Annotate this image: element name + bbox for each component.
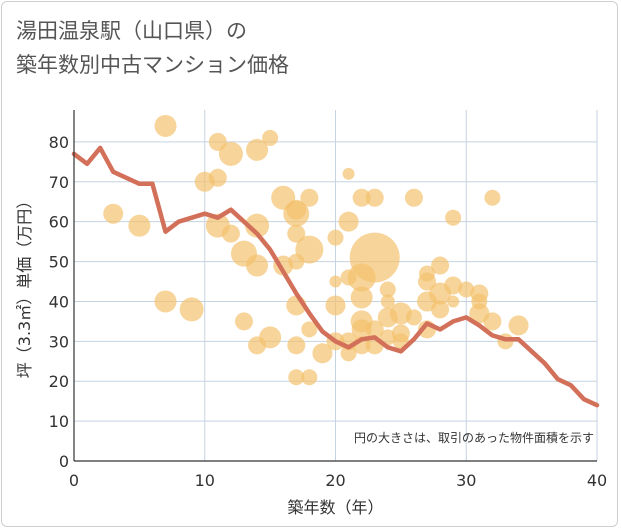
transaction-bubbles — [103, 114, 529, 386]
data-bubble — [431, 300, 450, 319]
data-bubble — [329, 275, 342, 288]
data-bubble — [404, 188, 423, 207]
data-bubble — [300, 188, 319, 207]
data-bubble — [301, 321, 318, 338]
data-bubble — [179, 297, 204, 322]
bubble-size-note: 円の大きさは、取引のあった物件面積を示す — [354, 430, 594, 445]
data-bubble — [154, 290, 177, 313]
data-bubble — [218, 141, 243, 166]
title-line-2: 築年数別中古マンション価格 — [16, 53, 289, 77]
y-tick-label: 30 — [49, 332, 69, 351]
data-bubble — [405, 309, 422, 326]
y-tick-label: 70 — [49, 173, 69, 192]
title-line-1: 湯田温泉駅（山口県）の — [16, 19, 247, 43]
x-axis-label: 築年数（年） — [287, 498, 383, 517]
data-bubble — [262, 129, 279, 146]
data-bubble — [208, 168, 227, 187]
data-bubble — [445, 209, 462, 226]
data-bubble — [431, 256, 450, 275]
data-bubble — [483, 312, 502, 331]
data-bubble — [338, 211, 359, 232]
data-bubble — [444, 276, 463, 295]
data-bubble — [351, 319, 372, 340]
y-tick-label: 50 — [49, 253, 69, 272]
average-price-series-line — [71, 145, 600, 408]
x-tick-label: 0 — [69, 471, 79, 490]
data-bubble — [234, 312, 253, 331]
data-bubble — [245, 213, 270, 238]
data-bubble — [447, 295, 460, 308]
data-bubble — [352, 188, 371, 207]
data-bubble — [288, 369, 305, 386]
data-bubble — [379, 329, 396, 346]
data-bubble — [508, 315, 529, 336]
data-bubble — [128, 214, 151, 237]
data-bubble — [283, 200, 310, 227]
data-bubble — [342, 167, 355, 180]
data-bubble — [301, 369, 318, 386]
data-bubble — [349, 232, 400, 283]
data-bubble — [380, 294, 395, 309]
data-bubble — [287, 336, 306, 355]
data-bubble — [295, 235, 324, 264]
data-bubble — [365, 188, 384, 207]
x-tick-label: 20 — [325, 471, 345, 490]
data-bubble — [312, 343, 333, 364]
axes: 0 10 20 30 40 50 60 70 80 0 10 20 30 40 — [49, 110, 607, 490]
data-bubble — [154, 114, 177, 137]
data-bubble — [379, 281, 396, 298]
y-tick-label: 0 — [59, 452, 69, 471]
data-bubble — [287, 224, 306, 243]
data-bubble — [103, 203, 124, 224]
data-bubble — [458, 281, 475, 298]
chart-title: 湯田温泉駅（山口県）の 築年数別中古マンション価格 — [16, 14, 289, 82]
average-price-line — [71, 145, 600, 408]
data-bubble — [246, 138, 269, 161]
y-tick-label: 40 — [49, 292, 69, 311]
data-bubble — [340, 345, 357, 362]
data-bubble — [259, 326, 282, 349]
data-bubble — [246, 254, 269, 277]
data-bubble — [325, 295, 346, 316]
y-tick-label: 20 — [49, 372, 69, 391]
y-tick-label: 60 — [49, 213, 69, 232]
data-bubble — [484, 189, 501, 206]
x-tick-label: 30 — [456, 471, 476, 490]
x-tick-label: 40 — [587, 471, 607, 490]
y-axis-label: 坪（3.3㎡）単価（万円） — [15, 193, 34, 378]
data-bubble — [418, 272, 437, 291]
y-tick-label: 10 — [49, 412, 69, 431]
data-bubble — [327, 229, 344, 246]
data-bubble — [350, 286, 373, 309]
y-tick-label: 80 — [49, 133, 69, 152]
data-bubble — [365, 320, 384, 339]
x-tick-label: 10 — [195, 471, 215, 490]
data-bubble — [221, 224, 240, 243]
